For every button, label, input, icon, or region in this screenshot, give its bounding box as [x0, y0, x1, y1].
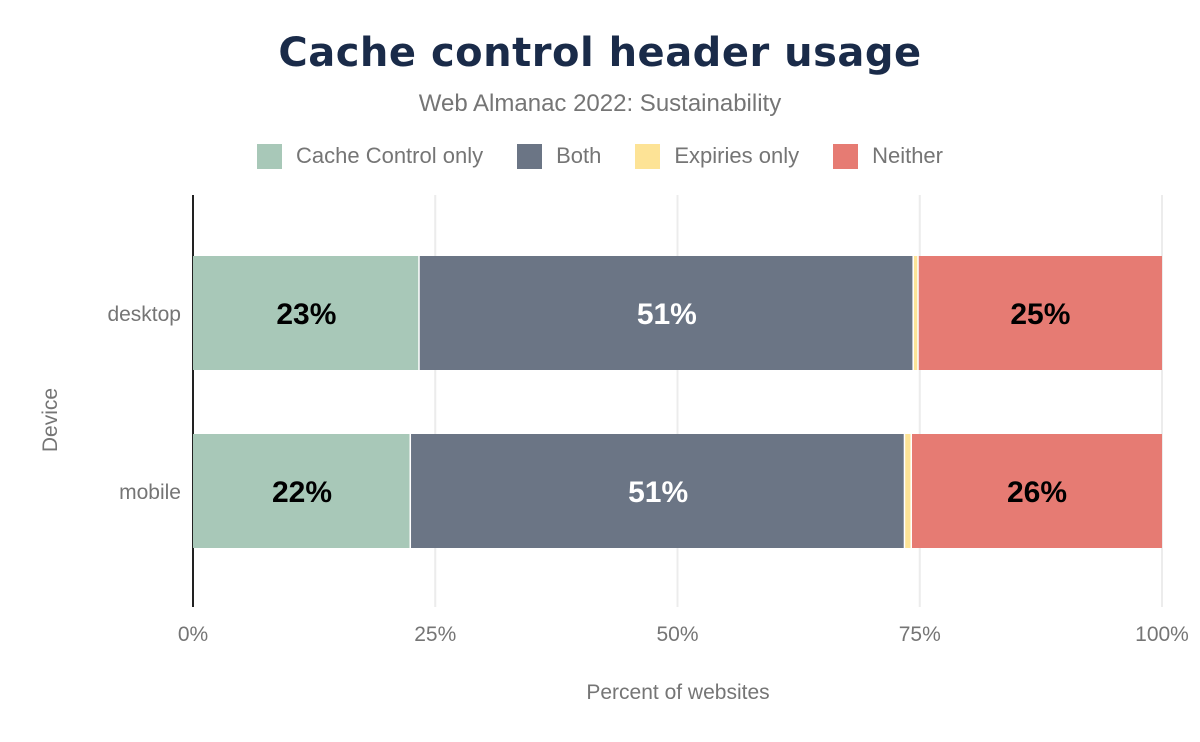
legend-item-both[interactable]: Both	[517, 143, 601, 169]
data-label: 26%	[1007, 476, 1067, 509]
bar-desktop-cache-control-only	[193, 256, 419, 370]
bar-desktop-expiries-only	[913, 256, 918, 370]
legend-label: Expiries only	[674, 143, 800, 168]
bar-desktop-both	[419, 256, 913, 370]
legend-item-expiries-only[interactable]: Expiries only	[635, 143, 799, 169]
x-tick-label: 100%	[1135, 623, 1189, 646]
legend-swatch	[517, 143, 543, 169]
x-tick-label: 25%	[414, 623, 456, 646]
data-label: 51%	[628, 476, 688, 509]
legend-swatch	[635, 143, 661, 169]
x-tick-label: 50%	[656, 623, 698, 646]
legend-label: Neither	[872, 143, 943, 168]
legend: Cache Control only Both Expiries only Ne…	[0, 143, 1200, 169]
legend-swatch	[833, 143, 859, 169]
bar-mobile-cache-control-only	[193, 434, 410, 548]
legend-swatch	[256, 143, 282, 169]
legend-label: Cache Control only	[295, 143, 484, 168]
y-axis-title: Device	[39, 388, 62, 452]
data-label: 23%	[276, 298, 336, 331]
legend-item-cache-control-only[interactable]: Cache Control only	[256, 143, 484, 169]
chart-title: Cache control header usage	[278, 30, 922, 76]
x-tick-label: 75%	[899, 623, 941, 646]
bar-mobile-neither	[911, 434, 1162, 548]
data-label: 51%	[637, 298, 697, 331]
x-axis-title: Percent of websites	[586, 681, 769, 704]
bar-mobile-both	[411, 434, 904, 548]
chart-subtitle: Web Almanac 2022: Sustainability	[418, 90, 782, 117]
data-label: 25%	[1010, 298, 1070, 331]
legend-item-neither[interactable]: Neither	[833, 143, 943, 169]
legend-label: Both	[556, 143, 602, 168]
data-label: 22%	[272, 476, 332, 509]
bar-desktop-neither	[918, 256, 1162, 370]
x-tick-label: 0%	[178, 623, 208, 646]
bar-mobile-expiries-only	[905, 434, 911, 548]
y-tick-label-mobile: mobile	[119, 481, 181, 504]
y-tick-label-desktop: desktop	[107, 303, 181, 326]
